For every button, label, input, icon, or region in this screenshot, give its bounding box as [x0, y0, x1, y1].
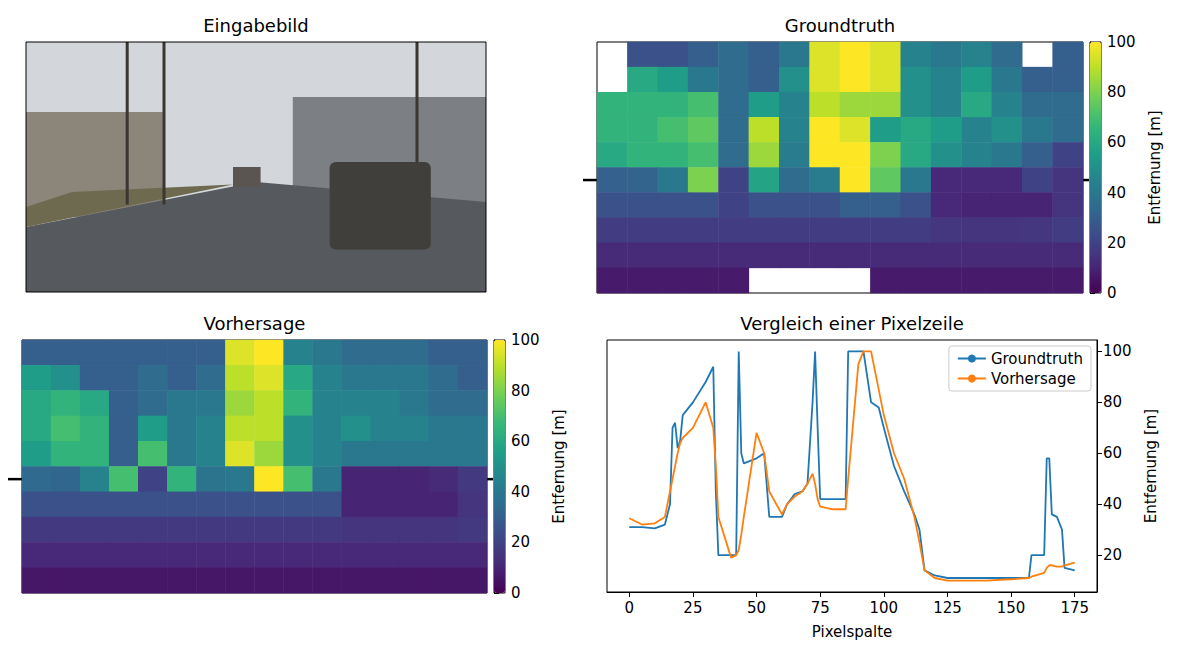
- svg-text:50: 50: [747, 599, 766, 617]
- svg-text:125: 125: [933, 599, 962, 617]
- svg-text:40: 40: [511, 483, 530, 501]
- svg-text:80: 80: [511, 382, 530, 400]
- svg-text:100: 100: [1107, 33, 1136, 51]
- svg-text:150: 150: [997, 599, 1026, 617]
- svg-text:Entfernung [m]: Entfernung [m]: [550, 409, 568, 523]
- svg-text:Groundtruth: Groundtruth: [785, 15, 896, 36]
- svg-text:100: 100: [511, 331, 540, 349]
- svg-text:40: 40: [1103, 495, 1122, 513]
- svg-text:Vergleich einer Pixelzeile: Vergleich einer Pixelzeile: [740, 313, 964, 334]
- svg-text:20: 20: [1103, 546, 1122, 564]
- svg-text:20: 20: [1107, 234, 1126, 252]
- svg-text:Vorhersage: Vorhersage: [991, 370, 1076, 388]
- svg-text:Groundtruth: Groundtruth: [991, 350, 1083, 368]
- svg-text:40: 40: [1107, 184, 1126, 202]
- svg-text:0: 0: [624, 599, 634, 617]
- svg-text:100: 100: [869, 599, 898, 617]
- svg-text:Entfernung [m]: Entfernung [m]: [1142, 409, 1160, 523]
- svg-text:0: 0: [1107, 284, 1117, 302]
- svg-text:60: 60: [511, 432, 530, 450]
- svg-text:Eingabebild: Eingabebild: [203, 15, 309, 36]
- svg-text:60: 60: [1103, 444, 1122, 462]
- svg-text:Pixelspalte: Pixelspalte: [812, 623, 893, 641]
- svg-text:Vorhersage: Vorhersage: [204, 313, 306, 334]
- svg-text:20: 20: [511, 533, 530, 551]
- svg-text:0: 0: [511, 584, 521, 602]
- svg-text:75: 75: [811, 599, 830, 617]
- svg-text:25: 25: [683, 599, 702, 617]
- svg-text:80: 80: [1107, 83, 1126, 101]
- svg-text:Entfernung [m]: Entfernung [m]: [1146, 110, 1164, 224]
- svg-text:60: 60: [1107, 133, 1126, 151]
- svg-text:100: 100: [1103, 342, 1132, 360]
- svg-text:80: 80: [1103, 393, 1122, 411]
- svg-text:175: 175: [1060, 599, 1089, 617]
